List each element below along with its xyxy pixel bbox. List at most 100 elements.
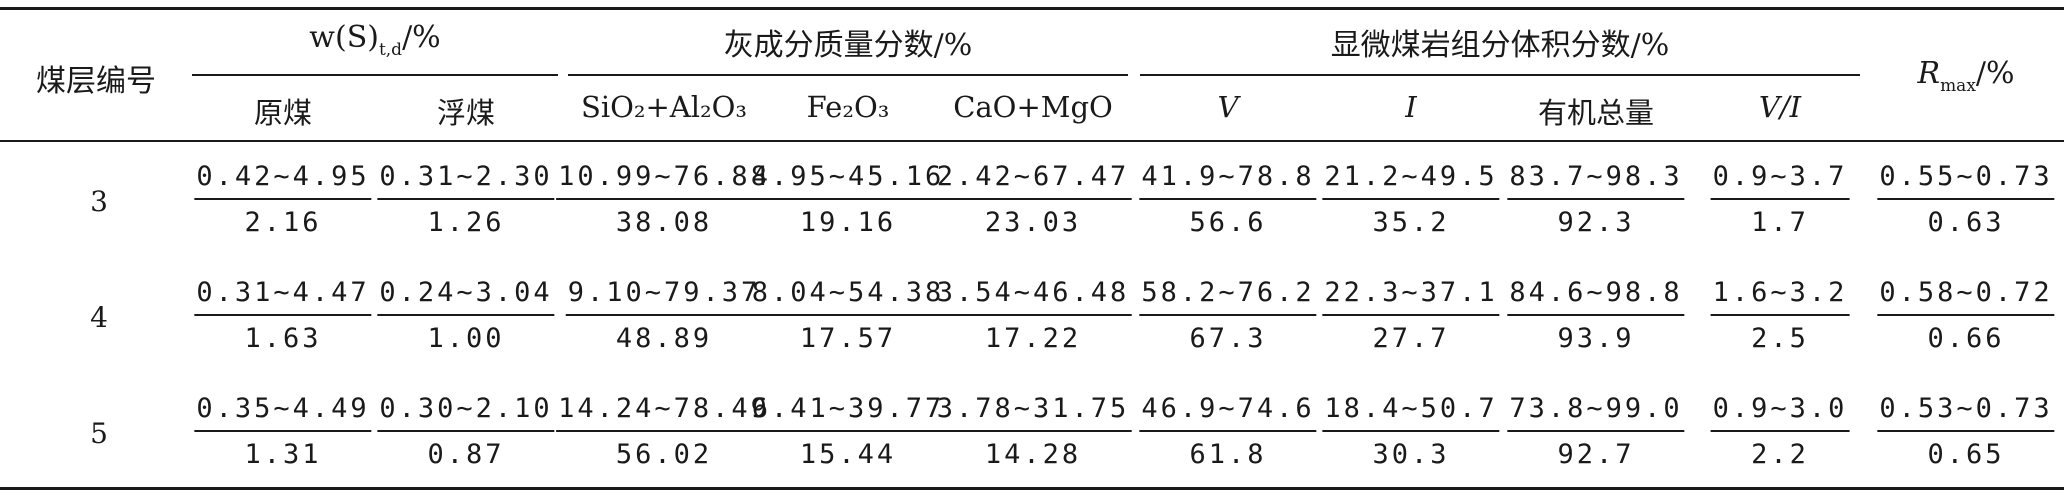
table-cell: 3.54~46.48 17.22 [934, 274, 1132, 358]
range-value: 3.78~31.75 [934, 390, 1132, 432]
sulfur-symbol: w(S) [309, 20, 379, 55]
ash-group-rule [568, 74, 1128, 76]
mean-value: 92.3 [1557, 207, 1635, 238]
table-cell: 58.2~76.2 67.3 [1139, 274, 1317, 358]
table-cell: 0.35~4.49 1.31 [194, 390, 372, 474]
mean-value: 0.66 [1927, 323, 2005, 354]
table-cell: 0.31~2.30 1.26 [377, 158, 555, 242]
header-rmax: Rmax/% [1917, 56, 2015, 96]
range-value: 22.3~37.1 [1322, 274, 1500, 316]
range-value: 9.10~79.37 [565, 274, 763, 316]
header-maceral-vi: V/I [1758, 90, 1802, 124]
table-cell: 1.6~3.2 2.5 [1710, 274, 1850, 358]
header-maceral-v: V [1217, 90, 1239, 124]
header-ash-sio2: SiO₂+Al₂O₃ [580, 90, 748, 124]
mean-value: 38.08 [615, 207, 713, 238]
range-value: 0.9~3.7 [1710, 158, 1850, 200]
rmax-subscript: max [1940, 76, 1976, 96]
header-sulfur-raw: 原煤 [253, 96, 313, 130]
table-cell: 9.10~79.37 48.89 [565, 274, 763, 358]
range-value: 0.58~0.72 [1877, 274, 2055, 316]
range-value: 0.42~4.95 [194, 158, 372, 200]
table-cell: 46.9~74.6 61.8 [1139, 390, 1317, 474]
seam-label: 5 [90, 417, 108, 450]
mean-value: 30.3 [1372, 439, 1450, 470]
range-value: 84.6~98.8 [1507, 274, 1685, 316]
range-value: 10.99~76.88 [556, 158, 772, 200]
table-top-rule [0, 7, 2064, 10]
mean-value: 27.7 [1372, 323, 1450, 354]
range-value: 21.2~49.5 [1322, 158, 1500, 200]
mean-value: 35.2 [1372, 207, 1450, 238]
header-ash-group: 灰成分质量分数/% [723, 28, 973, 63]
mean-value: 17.22 [984, 323, 1082, 354]
seam-label: 4 [90, 301, 108, 334]
range-value: 1.6~3.2 [1710, 274, 1850, 316]
mean-value: 1.31 [244, 439, 322, 470]
mean-value: 0.65 [1927, 439, 2005, 470]
header-maceral-group: 显微煤岩组分体积分数/% [1330, 28, 1670, 63]
sulfur-group-rule [192, 74, 558, 76]
mean-value: 15.44 [799, 439, 897, 470]
range-value: 8.04~54.38 [749, 274, 947, 316]
table-cell: 0.9~3.0 2.2 [1710, 390, 1850, 474]
mean-value: 17.57 [799, 323, 897, 354]
header-maceral-i: I [1405, 90, 1417, 124]
table-cell: 0.42~4.95 2.16 [194, 158, 372, 242]
range-value: 58.2~76.2 [1139, 274, 1317, 316]
mean-value: 1.00 [427, 323, 505, 354]
range-value: 0.35~4.49 [194, 390, 372, 432]
table-cell: 73.8~99.0 92.7 [1507, 390, 1685, 474]
range-value: 0.31~2.30 [377, 158, 555, 200]
range-value: 6.41~39.77 [749, 390, 947, 432]
mean-value: 92.7 [1557, 439, 1635, 470]
range-value: 0.9~3.0 [1710, 390, 1850, 432]
table-cell: 14.24~78.49 56.02 [556, 390, 772, 474]
table-cell: 8.04~54.38 17.57 [749, 274, 947, 358]
table-cell: 2.42~67.47 23.03 [934, 158, 1132, 242]
range-value: 41.9~78.8 [1139, 158, 1317, 200]
mean-value: 0.63 [1927, 207, 2005, 238]
mean-value: 56.02 [615, 439, 713, 470]
mean-value: 2.2 [1751, 439, 1809, 470]
sulfur-unit: /% [402, 20, 441, 55]
table-cell: 6.41~39.77 15.44 [749, 390, 947, 474]
range-value: 14.24~78.49 [556, 390, 772, 432]
table-cell: 0.53~0.73 0.65 [1877, 390, 2055, 474]
seam-label: 3 [90, 185, 108, 218]
mean-value: 48.89 [615, 323, 713, 354]
rmax-unit: /% [1975, 56, 2015, 91]
table-cell: 3.78~31.75 14.28 [934, 390, 1132, 474]
mean-value: 0.87 [427, 439, 505, 470]
header-maceral-total: 有机总量 [1537, 96, 1655, 130]
mean-value: 2.5 [1751, 323, 1809, 354]
table-cell: 18.4~50.7 30.3 [1322, 390, 1500, 474]
header-bottom-rule [0, 140, 2064, 142]
table-cell: 0.24~3.04 1.00 [377, 274, 555, 358]
table-cell: 83.7~98.3 92.3 [1507, 158, 1685, 242]
mean-value: 61.8 [1189, 439, 1267, 470]
table-cell: 0.9~3.7 1.7 [1710, 158, 1850, 242]
range-value: 0.30~2.10 [377, 390, 555, 432]
maceral-group-rule [1140, 74, 1860, 76]
mean-value: 23.03 [984, 207, 1082, 238]
table-cell: 22.3~37.1 27.7 [1322, 274, 1500, 358]
range-value: 0.53~0.73 [1877, 390, 2055, 432]
table-cell: 84.6~98.8 93.9 [1507, 274, 1685, 358]
header-ash-fe2o3: Fe₂O₃ [806, 90, 890, 124]
range-value: 0.55~0.73 [1877, 158, 2055, 200]
mean-value: 93.9 [1557, 323, 1635, 354]
mean-value: 56.6 [1189, 207, 1267, 238]
header-seam: 煤层编号 [36, 64, 156, 99]
table-cell: 0.31~4.47 1.63 [194, 274, 372, 358]
range-value: 3.54~46.48 [934, 274, 1132, 316]
table-cell: 0.55~0.73 0.63 [1877, 158, 2055, 242]
mean-value: 1.7 [1751, 207, 1809, 238]
range-value: 18.4~50.7 [1322, 390, 1500, 432]
header-sulfur-float: 浮煤 [436, 96, 496, 130]
table-cell: 41.9~78.8 56.6 [1139, 158, 1317, 242]
table-cell: 21.2~49.5 35.2 [1322, 158, 1500, 242]
range-value: 73.8~99.0 [1507, 390, 1685, 432]
range-value: 46.9~74.6 [1139, 390, 1317, 432]
sulfur-subscript: t,d [378, 40, 403, 60]
